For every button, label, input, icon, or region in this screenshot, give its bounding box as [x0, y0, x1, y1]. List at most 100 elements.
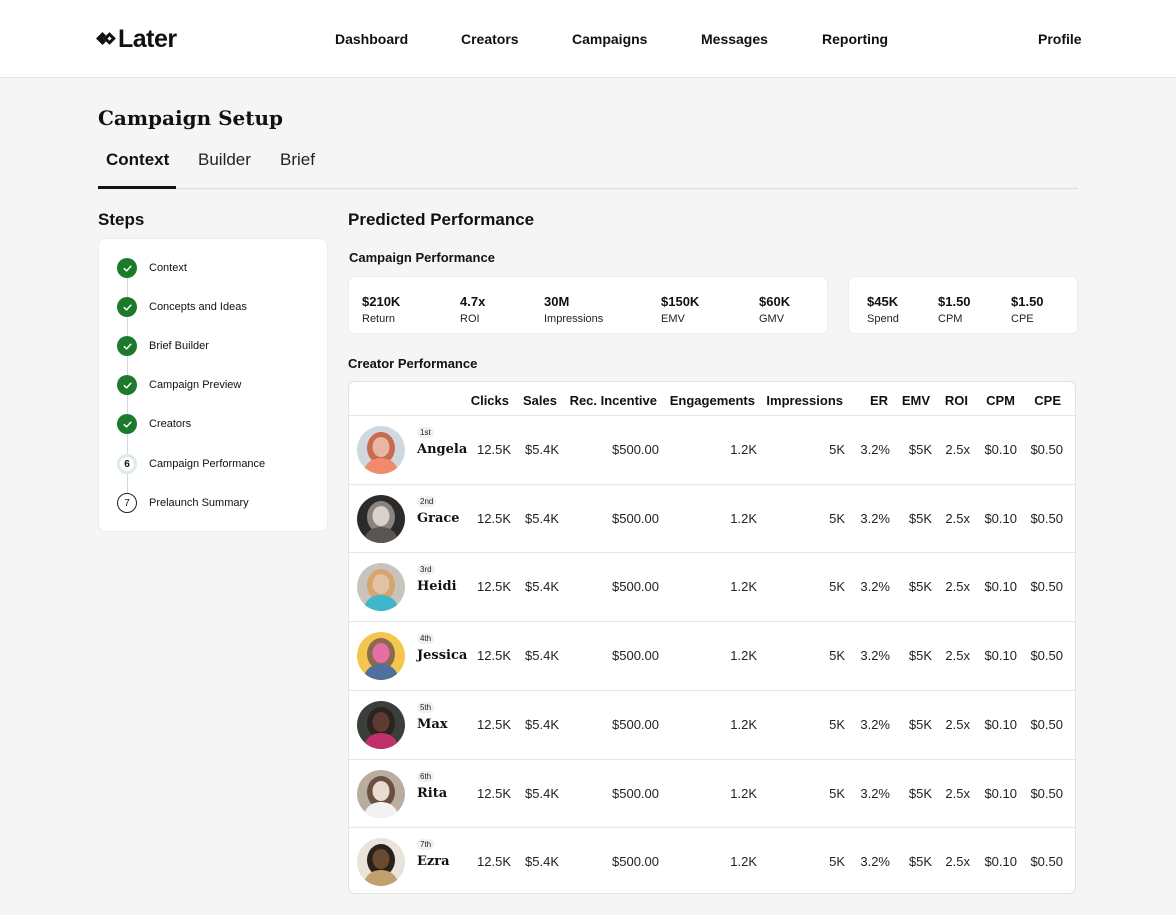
col-er-cell: 3.2%: [860, 716, 890, 732]
creator-name[interactable]: Grace: [417, 510, 460, 526]
col-cpe-cell: $0.50: [1030, 716, 1063, 732]
metric-value: $210K: [362, 294, 401, 309]
creator-name[interactable]: Heidi: [417, 579, 457, 595]
col-engagements-cell: 1.2K: [730, 579, 757, 595]
metric-value: $60K: [759, 294, 791, 309]
metric-label: CPM: [938, 313, 963, 325]
col-cpm-cell: $0.10: [984, 648, 1017, 664]
tab-builder[interactable]: Builder: [198, 150, 251, 169]
logo-text: Later: [118, 25, 177, 53]
nav-dashboard[interactable]: Dashboard: [335, 31, 409, 47]
step-label: Concepts and Ideas: [149, 301, 247, 313]
col-sales-cell: $5.4K: [525, 579, 559, 595]
col-er-cell: 3.2%: [860, 785, 890, 801]
creator-name[interactable]: Max: [417, 716, 448, 732]
nav-creators[interactable]: Creators: [461, 31, 519, 47]
step-item[interactable]: Creators: [117, 414, 191, 434]
col-impressions-header[interactable]: Impressions: [766, 393, 843, 408]
col-er-cell: 3.2%: [860, 442, 890, 457]
avatar[interactable]: [357, 632, 405, 681]
col-roi-cell: 2.5x: [945, 648, 970, 664]
col-impressions-cell: 5K: [829, 716, 845, 732]
table-row[interactable]: 6th Rita 12.5K $5.4K $500.00 1.2K 5K 3.2% $5K 2.5…: [349, 758, 1075, 828]
col-sales-header[interactable]: Sales: [523, 393, 557, 408]
avatar[interactable]: [357, 494, 405, 543]
step-label: Campaign Performance: [149, 458, 266, 470]
tabs-divider: [98, 188, 1078, 189]
avatar[interactable]: [357, 838, 405, 887]
creator-name[interactable]: Rita: [417, 785, 448, 801]
rank-badge: 6th: [417, 770, 435, 782]
table-row[interactable]: 4th Jessica 12.5K $5.4K $500.00 1.2K 5K 3.2% $5K…: [349, 621, 1075, 690]
later-logo[interactable]: Later: [96, 25, 177, 53]
later-logo-icon: [96, 31, 117, 47]
col-cpm-cell: $0.10: [984, 442, 1017, 457]
col-roi-header[interactable]: ROI: [944, 393, 968, 408]
step-label: Creators: [149, 418, 192, 430]
metric-label: Spend: [867, 313, 899, 325]
avatar[interactable]: [357, 563, 405, 612]
metric-label: GMV: [759, 313, 785, 325]
step-item[interactable]: Concepts and Ideas: [117, 297, 247, 317]
creator-name[interactable]: Angela: [417, 442, 468, 457]
col-emv-cell: $5K: [908, 854, 932, 870]
col-cpm-cell: $0.10: [984, 579, 1017, 595]
table-row[interactable]: 5th Max 12.5K $5.4K $500.00 1.2K 5K 3.2% $5K 2.5x…: [349, 689, 1075, 759]
creator-performance-table: Clicks Sales Rec. Incentive Engagements Impr…: [348, 381, 1076, 894]
step-item[interactable]: Campaign Preview: [117, 375, 241, 395]
col-rec-incentive-header[interactable]: Rec. Incentive: [569, 393, 657, 408]
creator-performance-title: Creator Performance: [348, 356, 478, 371]
col-clicks-cell: 12.5K: [477, 716, 511, 732]
col-emv-cell: $5K: [908, 716, 932, 732]
col-roi-cell: 2.5x: [945, 716, 970, 732]
metric-impressions: 30M Impressions: [544, 294, 603, 325]
col-clicks-cell: 12.5K: [477, 442, 511, 457]
avatar[interactable]: [357, 769, 405, 818]
metric-label: ROI: [460, 313, 480, 325]
step-item[interactable]: Brief Builder: [117, 336, 209, 356]
step-item[interactable]: Context: [117, 258, 187, 278]
table-row[interactable]: 2nd Grace 12.5K $5.4K $500.00 1.2K 5K 3.2% $5K 2.…: [349, 483, 1075, 553]
nav-campaigns[interactable]: Campaigns: [572, 31, 648, 47]
tab-context[interactable]: Context: [106, 150, 170, 169]
col-rec-incentive-cell: $500.00: [612, 785, 659, 801]
col-clicks-header[interactable]: Clicks: [470, 393, 509, 408]
tab-brief[interactable]: Brief: [280, 150, 315, 169]
table-row[interactable]: 3rd Heidi 12.5K $5.4K $500.00 1.2K 5K 3.2% $5K 2.…: [349, 552, 1075, 621]
nav-reporting[interactable]: Reporting: [822, 31, 889, 47]
step-label: Context: [149, 262, 187, 274]
col-cpe-cell: $0.50: [1030, 854, 1063, 870]
nav-messages[interactable]: Messages: [701, 31, 768, 47]
col-cpe-header[interactable]: CPE: [1034, 393, 1061, 408]
avatar[interactable]: [357, 700, 405, 749]
step-item[interactable]: 6 Campaign Performance: [117, 454, 265, 474]
check-icon: [117, 414, 137, 434]
rank-badge: 1st: [417, 427, 434, 438]
check-icon: [117, 336, 137, 356]
col-roi-cell: 2.5x: [945, 579, 970, 595]
metric-value: 30M: [544, 294, 570, 309]
creator-name[interactable]: Ezra: [417, 854, 450, 870]
col-cpm-cell: $0.10: [984, 854, 1017, 870]
col-engagements-header[interactable]: Engagements: [669, 393, 755, 408]
col-sales-cell: $5.4K: [525, 648, 559, 664]
col-cpm-header[interactable]: CPM: [986, 393, 1015, 408]
avatar[interactable]: [357, 426, 405, 474]
step-item[interactable]: 7 Prelaunch Summary: [117, 493, 249, 513]
nav-profile[interactable]: Profile: [1038, 31, 1082, 47]
metric-value: $150K: [661, 294, 700, 309]
table-row[interactable]: 1st Angela 12.5K $5.4K $500.00 1.2K 5K 3.2% $5K 2…: [349, 415, 1075, 484]
col-cpe-cell: $0.50: [1030, 785, 1063, 801]
col-rec-incentive-cell: $500.00: [612, 648, 659, 664]
creator-name[interactable]: Jessica: [417, 648, 468, 664]
table-row[interactable]: 7th Ezra 12.5K $5.4K $500.00 1.2K 5K 3.2% $5K 2.5…: [349, 827, 1075, 893]
col-er-header[interactable]: ER: [869, 393, 888, 408]
metric-label: Impressions: [544, 313, 604, 325]
col-impressions-cell: 5K: [829, 785, 845, 801]
col-clicks-cell: 12.5K: [477, 785, 511, 801]
col-emv-header[interactable]: EMV: [901, 393, 930, 408]
col-cpe-cell: $0.50: [1030, 648, 1063, 664]
col-roi-cell: 2.5x: [945, 442, 970, 457]
metric-spend: $45K Spend: [867, 294, 899, 325]
check-icon: [117, 258, 137, 278]
